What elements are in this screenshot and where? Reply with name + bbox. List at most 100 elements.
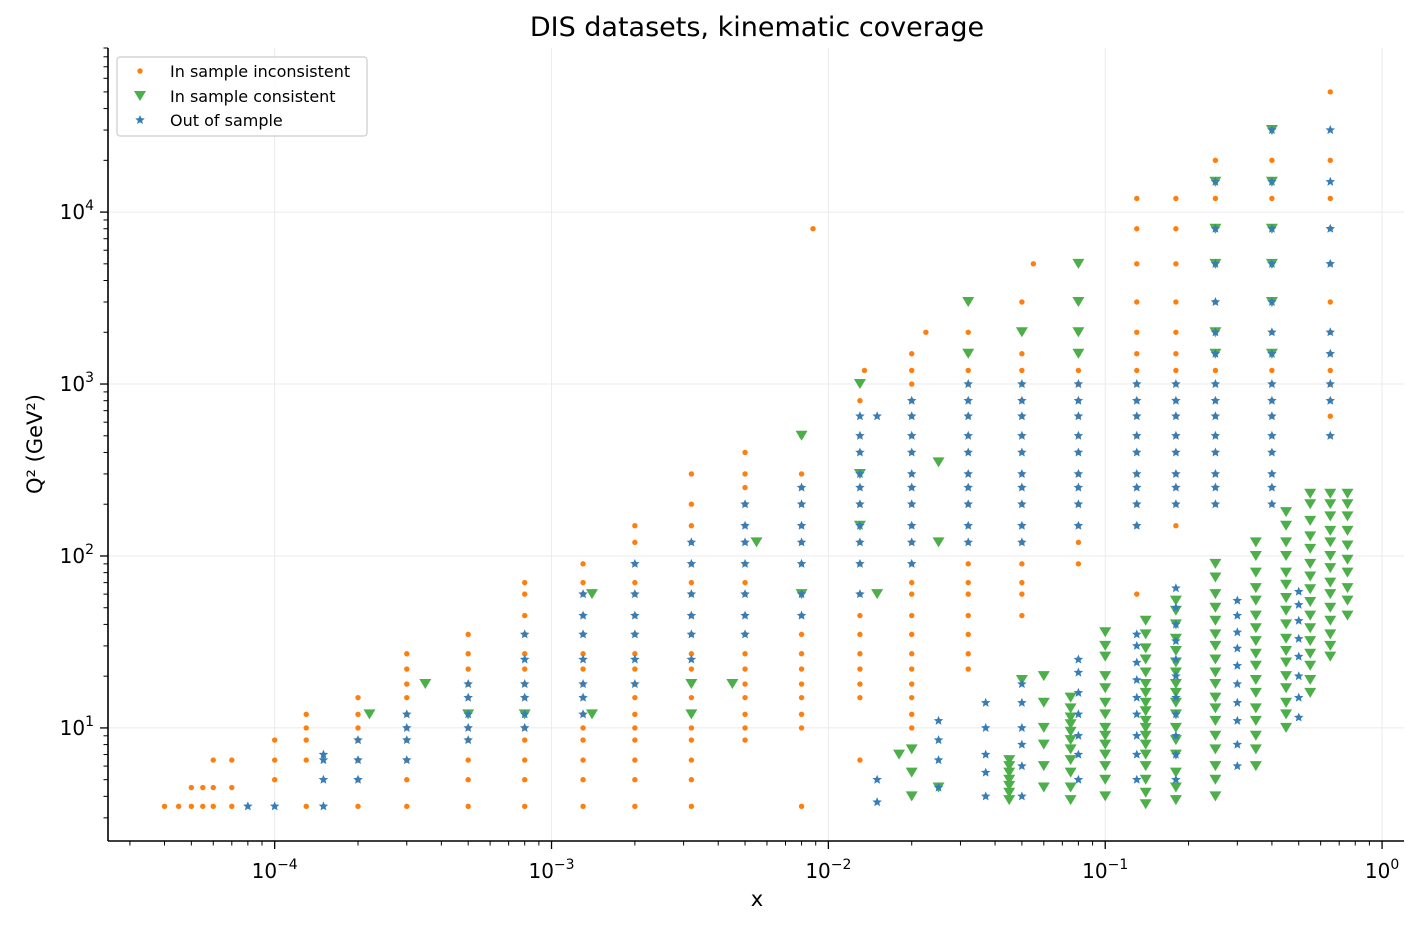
point-in-sample-inconsistent bbox=[303, 725, 309, 731]
point-out-of-sample bbox=[933, 715, 944, 725]
point-in-sample-consistent bbox=[1249, 595, 1262, 606]
point-out-of-sample bbox=[353, 774, 363, 784]
point-out-of-sample bbox=[740, 589, 750, 599]
point-in-sample-consistent bbox=[1169, 697, 1182, 708]
point-out-of-sample bbox=[1017, 379, 1027, 389]
point-out-of-sample bbox=[1132, 499, 1142, 509]
point-out-of-sample bbox=[1073, 482, 1084, 492]
point-in-sample-inconsistent bbox=[909, 725, 915, 731]
point-in-sample-consistent bbox=[1099, 791, 1112, 802]
point-in-sample-inconsistent bbox=[1327, 157, 1333, 164]
point-in-sample-consistent bbox=[1169, 735, 1182, 746]
point-in-sample-consistent bbox=[1139, 787, 1152, 798]
point-out-of-sample bbox=[1210, 176, 1221, 186]
point-in-sample-consistent bbox=[1099, 683, 1112, 694]
point-in-sample-inconsistent bbox=[857, 397, 863, 404]
point-in-sample-inconsistent bbox=[632, 711, 638, 718]
point-out-of-sample bbox=[1171, 774, 1181, 784]
point-in-sample-consistent bbox=[853, 379, 866, 390]
point-in-sample-inconsistent bbox=[229, 803, 235, 810]
point-in-sample-consistent bbox=[1064, 703, 1077, 714]
point-in-sample-inconsistent bbox=[404, 803, 410, 810]
point-out-of-sample bbox=[519, 679, 530, 689]
point-in-sample-consistent bbox=[1139, 697, 1152, 708]
point-in-sample-inconsistent bbox=[965, 666, 971, 672]
point-in-sample-inconsistent bbox=[303, 711, 309, 718]
point-in-sample-consistent bbox=[1249, 567, 1262, 578]
point-in-sample-inconsistent bbox=[742, 484, 748, 491]
series-1 bbox=[161, 89, 1333, 810]
point-in-sample-consistent bbox=[1139, 739, 1152, 750]
point-out-of-sample bbox=[519, 692, 530, 702]
point-in-sample-consistent bbox=[1324, 499, 1337, 510]
point-in-sample-consistent bbox=[1139, 643, 1152, 654]
data-points bbox=[161, 89, 1354, 811]
point-out-of-sample bbox=[1267, 482, 1277, 492]
point-in-sample-consistent bbox=[1304, 610, 1317, 621]
point-in-sample-consistent bbox=[1324, 577, 1337, 588]
point-out-of-sample bbox=[630, 654, 640, 664]
point-in-sample-inconsistent bbox=[210, 803, 216, 810]
point-in-sample-inconsistent bbox=[688, 579, 695, 586]
point-out-of-sample bbox=[980, 749, 991, 759]
point-in-sample-consistent bbox=[1304, 636, 1317, 647]
point-out-of-sample bbox=[1267, 125, 1277, 135]
point-in-sample-inconsistent bbox=[200, 803, 206, 810]
point-out-of-sample bbox=[1325, 327, 1336, 337]
point-out-of-sample bbox=[796, 537, 807, 547]
point-in-sample-inconsistent bbox=[965, 631, 971, 638]
point-in-sample-consistent bbox=[1280, 605, 1293, 616]
x-tick-label: 10−3 bbox=[528, 857, 574, 883]
point-in-sample-consistent bbox=[1099, 730, 1112, 741]
point-in-sample-consistent bbox=[1209, 572, 1222, 583]
point-in-sample-inconsistent bbox=[798, 666, 805, 672]
point-in-sample-consistent bbox=[1280, 592, 1293, 603]
point-in-sample-consistent bbox=[1037, 671, 1050, 682]
point-in-sample-consistent bbox=[1209, 774, 1222, 785]
point-in-sample-inconsistent bbox=[465, 666, 471, 672]
point-out-of-sample bbox=[933, 782, 944, 792]
y-tick-label: 101 bbox=[60, 714, 94, 740]
point-in-sample-consistent bbox=[1304, 674, 1317, 685]
point-in-sample-inconsistent bbox=[465, 776, 471, 783]
point-in-sample-inconsistent bbox=[909, 579, 915, 586]
point-in-sample-inconsistent bbox=[923, 329, 929, 335]
point-in-sample-consistent bbox=[905, 744, 918, 755]
point-in-sample-consistent bbox=[1341, 540, 1354, 551]
point-in-sample-consistent bbox=[1169, 795, 1182, 806]
point-in-sample-consistent bbox=[1099, 749, 1112, 760]
point-out-of-sample bbox=[855, 468, 865, 478]
point-out-of-sample bbox=[1132, 675, 1142, 685]
point-out-of-sample bbox=[318, 801, 329, 811]
point-out-of-sample bbox=[1210, 223, 1221, 233]
point-in-sample-inconsistent bbox=[404, 681, 410, 687]
point-out-of-sample bbox=[630, 558, 640, 568]
point-out-of-sample bbox=[1210, 447, 1221, 457]
point-in-sample-consistent bbox=[1139, 749, 1152, 760]
point-in-sample-inconsistent bbox=[1212, 367, 1219, 374]
point-in-sample-consistent bbox=[1304, 531, 1317, 542]
point-in-sample-consistent bbox=[1341, 583, 1354, 594]
point-in-sample-consistent bbox=[1139, 722, 1152, 733]
point-in-sample-inconsistent bbox=[688, 471, 695, 477]
point-in-sample-consistent bbox=[1249, 715, 1262, 726]
point-out-of-sample bbox=[1017, 430, 1027, 440]
x-tick-label: 100 bbox=[1365, 857, 1399, 883]
point-in-sample-consistent bbox=[1280, 683, 1293, 694]
point-out-of-sample bbox=[1325, 379, 1336, 389]
point-in-sample-consistent bbox=[962, 296, 975, 307]
point-out-of-sample bbox=[463, 692, 473, 702]
point-in-sample-inconsistent bbox=[688, 776, 695, 783]
point-in-sample-consistent bbox=[1037, 739, 1050, 750]
point-out-of-sample bbox=[1325, 176, 1336, 186]
x-tick-label: 10−4 bbox=[252, 857, 298, 883]
point-out-of-sample bbox=[1132, 749, 1142, 759]
point-out-of-sample bbox=[1073, 411, 1084, 421]
point-out-of-sample bbox=[855, 411, 865, 421]
point-in-sample-inconsistent bbox=[355, 694, 361, 701]
point-in-sample-inconsistent bbox=[188, 803, 195, 810]
point-in-sample-consistent bbox=[1324, 602, 1337, 613]
point-in-sample-consistent bbox=[1037, 761, 1050, 772]
point-out-of-sample bbox=[630, 610, 640, 620]
point-out-of-sample bbox=[855, 499, 865, 509]
